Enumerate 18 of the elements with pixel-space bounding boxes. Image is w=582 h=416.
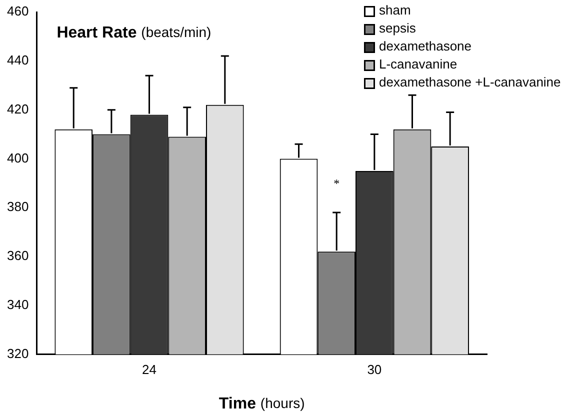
text: Heart Rate (beats/min) xyxy=(56,24,212,42)
y-tick-label: 420 xyxy=(6,101,29,116)
x-axis-title: Time (hours) xyxy=(218,394,305,412)
x-tick-label: 30 xyxy=(367,362,382,377)
y-tick-label: 360 xyxy=(6,248,29,264)
legend-label: dexamethasone +L-canavanine xyxy=(379,74,561,90)
legend-label: L-canavanine xyxy=(379,56,458,72)
annotation: * xyxy=(334,176,340,191)
x-tick-label: 24 xyxy=(142,362,156,377)
y-tick-label: 340 xyxy=(6,297,29,312)
y-tick-label: 320 xyxy=(6,346,29,361)
y-tick-label: 460 xyxy=(6,4,29,19)
y-tick-label: 440 xyxy=(6,52,29,68)
y-tick-label: 380 xyxy=(6,199,29,214)
legend-label: sham xyxy=(379,2,411,18)
legend-label: sepsis xyxy=(379,20,416,36)
legend-label: dexamethasone xyxy=(379,38,472,54)
y-tick-label: 400 xyxy=(6,150,29,166)
